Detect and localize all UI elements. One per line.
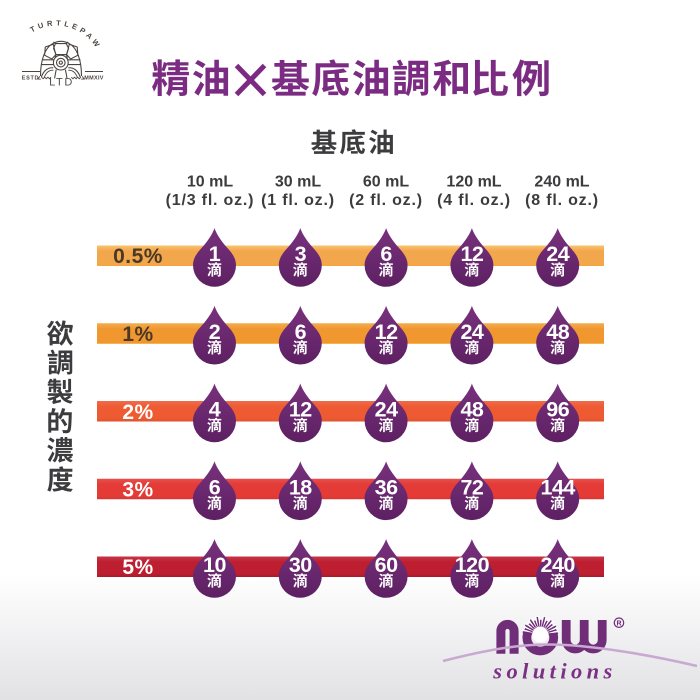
svg-text:LTD: LTD bbox=[49, 77, 74, 89]
svg-text:1%: 1% bbox=[122, 323, 153, 346]
svg-text:3: 3 bbox=[295, 242, 307, 266]
svg-text:96: 96 bbox=[546, 398, 569, 422]
svg-text:24: 24 bbox=[460, 320, 483, 344]
svg-text:MMXIV: MMXIV bbox=[84, 76, 104, 82]
svg-text:48: 48 bbox=[460, 398, 483, 422]
svg-text:ESTD: ESTD bbox=[22, 76, 39, 82]
svg-text:1: 1 bbox=[209, 242, 221, 266]
svg-text:2%: 2% bbox=[122, 401, 153, 424]
svg-text:10 mL: 10 mL bbox=[187, 174, 233, 191]
svg-text:(4 fl. oz.): (4 fl. oz.) bbox=[437, 192, 511, 209]
svg-text:24: 24 bbox=[375, 398, 398, 422]
svg-text:(1 fl. oz.): (1 fl. oz.) bbox=[261, 192, 335, 209]
svg-text:TURTLEPAW: TURTLEPAW bbox=[29, 18, 104, 51]
svg-text:(2 fl. oz.): (2 fl. oz.) bbox=[349, 192, 423, 209]
svg-text:30: 30 bbox=[289, 553, 312, 577]
svg-text:4: 4 bbox=[209, 398, 221, 422]
svg-text:3%: 3% bbox=[122, 479, 153, 502]
svg-text:36: 36 bbox=[375, 475, 398, 499]
svg-text:0.5%: 0.5% bbox=[113, 245, 163, 268]
svg-text:12: 12 bbox=[289, 398, 312, 422]
svg-text:60: 60 bbox=[375, 553, 398, 577]
svg-text:48: 48 bbox=[546, 320, 569, 344]
svg-text:30 mL: 30 mL bbox=[275, 174, 321, 191]
svg-text:60 mL: 60 mL bbox=[363, 174, 409, 191]
svg-text:72: 72 bbox=[460, 475, 483, 499]
svg-text:6: 6 bbox=[380, 242, 392, 266]
svg-text:2: 2 bbox=[209, 320, 221, 344]
svg-text:12: 12 bbox=[460, 242, 483, 266]
svg-text:144: 144 bbox=[541, 475, 576, 499]
svg-text:10: 10 bbox=[203, 553, 226, 577]
svg-text:solutions: solutions bbox=[492, 659, 616, 684]
svg-text:5%: 5% bbox=[122, 556, 153, 579]
svg-text:120 mL: 120 mL bbox=[446, 174, 501, 191]
svg-text:(1/3 fl. oz.): (1/3 fl. oz.) bbox=[166, 192, 255, 209]
svg-text:6: 6 bbox=[295, 320, 307, 344]
svg-text:240 mL: 240 mL bbox=[534, 174, 589, 191]
svg-text:240: 240 bbox=[541, 553, 576, 577]
svg-text:(8 fl. oz.): (8 fl. oz.) bbox=[525, 192, 599, 209]
svg-text:6: 6 bbox=[209, 475, 221, 499]
svg-text:18: 18 bbox=[289, 475, 312, 499]
svg-text:120: 120 bbox=[455, 553, 490, 577]
svg-text:12: 12 bbox=[375, 320, 398, 344]
svg-text:R: R bbox=[616, 621, 621, 628]
svg-text:24: 24 bbox=[546, 242, 569, 266]
